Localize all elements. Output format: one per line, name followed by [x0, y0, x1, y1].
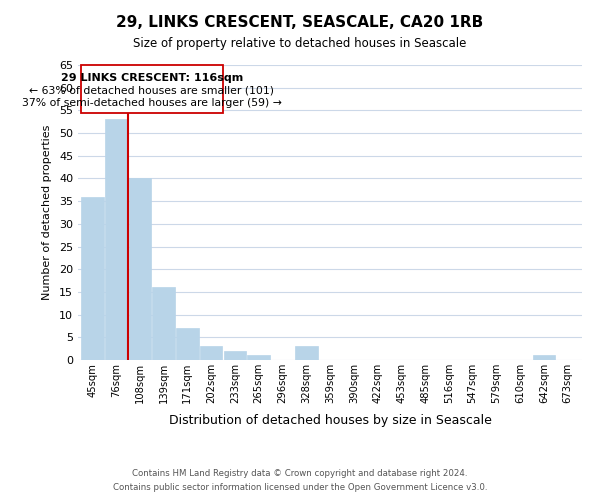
X-axis label: Distribution of detached houses by size in Seascale: Distribution of detached houses by size …: [169, 414, 491, 428]
Bar: [200, 346, 223, 360]
Bar: [176, 328, 199, 360]
Bar: [128, 178, 151, 360]
Text: Contains HM Land Registry data © Crown copyright and database right 2024.: Contains HM Land Registry data © Crown c…: [132, 468, 468, 477]
Bar: [152, 288, 175, 360]
Text: Size of property relative to detached houses in Seascale: Size of property relative to detached ho…: [133, 38, 467, 51]
Bar: [224, 351, 246, 360]
Y-axis label: Number of detached properties: Number of detached properties: [42, 125, 52, 300]
Text: 29 LINKS CRESCENT: 116sqm: 29 LINKS CRESCENT: 116sqm: [61, 73, 243, 83]
Text: Contains public sector information licensed under the Open Government Licence v3: Contains public sector information licen…: [113, 484, 487, 492]
Bar: [247, 356, 270, 360]
Bar: [533, 356, 555, 360]
Text: ← 63% of detached houses are smaller (101): ← 63% of detached houses are smaller (10…: [29, 86, 274, 96]
FancyBboxPatch shape: [81, 65, 223, 112]
Text: 29, LINKS CRESCENT, SEASCALE, CA20 1RB: 29, LINKS CRESCENT, SEASCALE, CA20 1RB: [116, 15, 484, 30]
Text: 37% of semi-detached houses are larger (59) →: 37% of semi-detached houses are larger (…: [22, 98, 281, 108]
Bar: [81, 196, 104, 360]
Bar: [295, 346, 317, 360]
Bar: [105, 120, 127, 360]
